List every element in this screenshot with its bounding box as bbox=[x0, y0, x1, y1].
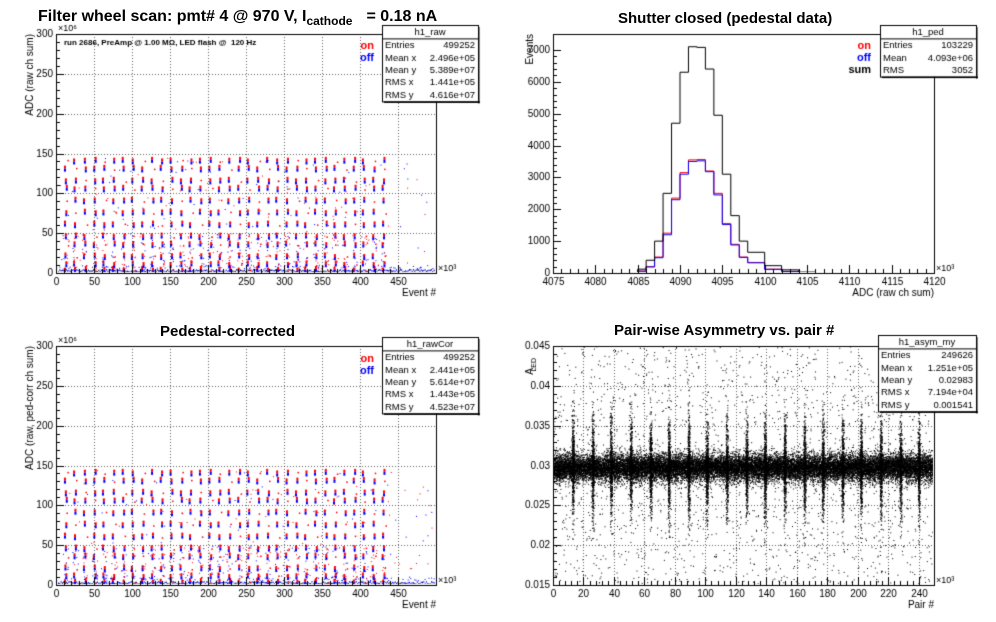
panel-title-asym: Pair-wise Asymmetry vs. pair # bbox=[614, 322, 835, 339]
figure-title: Filter wheel scan: pmt# 4 @ 970 V, Icath… bbox=[38, 8, 437, 28]
figure-title-suffix: = 0.18 nA bbox=[366, 8, 438, 25]
panel-title-rawcor: Pedestal-corrected bbox=[160, 323, 296, 340]
figure-title-prefix: Filter wheel scan: pmt# 4 @ 970 V, I bbox=[38, 8, 307, 25]
panel-title-ped: Shutter closed (pedestal data) bbox=[618, 10, 833, 27]
figure-title-subscript: cathode bbox=[306, 14, 353, 29]
